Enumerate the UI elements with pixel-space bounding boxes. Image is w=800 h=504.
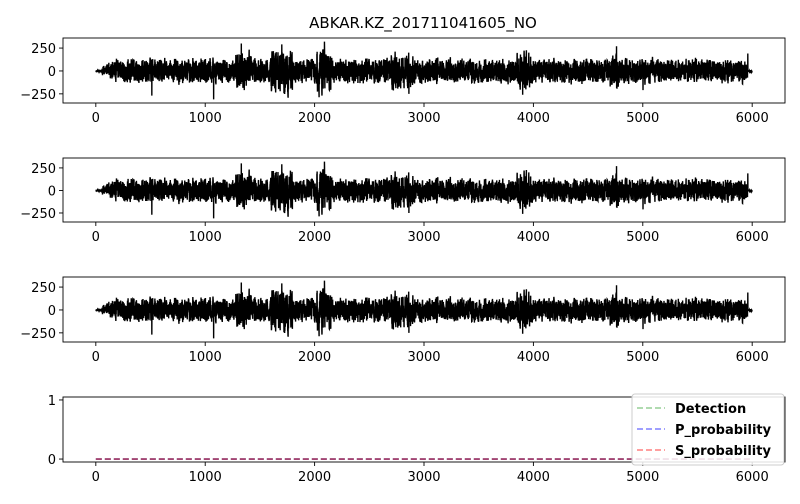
x-tick-label: 5000 <box>626 470 659 485</box>
x-tick-label: 6000 <box>736 470 769 485</box>
y-tick-label: 250 <box>31 162 56 177</box>
x-tick-label: 3000 <box>407 350 440 365</box>
legend: Detection P_probability S_probability <box>631 393 785 466</box>
x-tick-label: 6000 <box>736 111 769 126</box>
x-tick-label: 0 <box>92 230 100 245</box>
x-tick-label: 4000 <box>517 470 550 485</box>
legend-entry: S_probability <box>675 444 771 459</box>
panel-3: 0 1000 2000 3000 4000 5000 6000 −250 0 250 <box>20 276 786 365</box>
x-tick-label: 3000 <box>407 111 440 126</box>
x-tick-label: 6000 <box>736 350 769 365</box>
y-tick-label: 250 <box>31 42 56 57</box>
y-tick-label: −250 <box>20 327 56 342</box>
x-tick-label: 1000 <box>189 230 222 245</box>
waveform-trace-3 <box>95 280 753 339</box>
panel-1: 0 1000 2000 3000 4000 5000 6000 −250 0 250 <box>20 37 786 126</box>
y-tick-label: 0 <box>48 65 56 80</box>
x-tick-label: 0 <box>92 111 100 126</box>
x-tick-label: 2000 <box>298 230 331 245</box>
x-tick-label: 0 <box>92 470 100 485</box>
x-tick-label: 4000 <box>517 230 550 245</box>
x-tick-label: 3000 <box>407 230 440 245</box>
chart-title: ABKAR.KZ_201711041605_NO <box>309 14 537 33</box>
y-tick-label: −250 <box>20 88 56 103</box>
y-tick-label: 0 <box>48 453 56 468</box>
legend-box <box>631 393 785 466</box>
y-tick-label: 250 <box>31 281 56 296</box>
x-tick-label: 6000 <box>736 230 769 245</box>
x-tick-label: 5000 <box>626 230 659 245</box>
panel-2: 0 1000 2000 3000 4000 5000 6000 −250 0 250 <box>20 157 786 245</box>
y-tick-label: −250 <box>20 207 56 222</box>
waveform-trace-1 <box>95 41 753 100</box>
x-tick-label: 5000 <box>626 111 659 126</box>
x-tick-label: 2000 <box>298 350 331 365</box>
x-tick-label: 3000 <box>407 470 440 485</box>
x-tick-label: 4000 <box>517 111 550 126</box>
panel-4: 0 1000 2000 3000 4000 5000 6000 0 1 Detection P_pr… <box>48 393 786 485</box>
x-tick-label: 1000 <box>189 350 222 365</box>
x-tick-label: 5000 <box>626 350 659 365</box>
x-tick-label: 2000 <box>298 111 331 126</box>
waveform-trace-2 <box>95 161 753 219</box>
y-tick-label: 0 <box>48 184 56 199</box>
legend-entry: Detection <box>675 402 746 417</box>
x-tick-label: 1000 <box>189 111 222 126</box>
y-tick-label: 0 <box>48 304 56 319</box>
y-tick-label: 1 <box>48 394 56 409</box>
x-tick-label: 1000 <box>189 470 222 485</box>
x-tick-label: 2000 <box>298 470 331 485</box>
x-tick-label: 4000 <box>517 350 550 365</box>
x-tick-label: 0 <box>92 350 100 365</box>
legend-entry: P_probability <box>675 423 772 438</box>
